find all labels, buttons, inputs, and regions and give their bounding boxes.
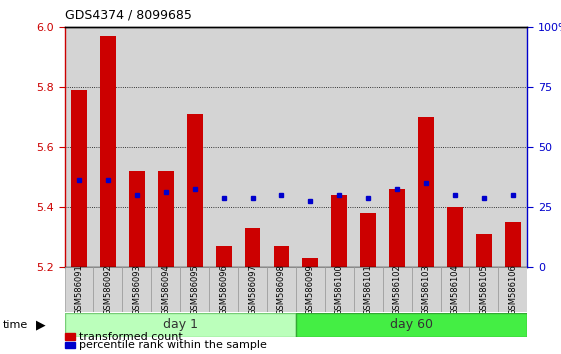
Bar (274, 246, 289, 267)
Bar (65, 313, 296, 337)
Bar (498, 267, 527, 312)
Bar (505, 222, 521, 267)
Bar (180, 27, 209, 267)
Bar (325, 267, 354, 312)
Bar (180, 267, 209, 312)
Text: ▶: ▶ (35, 319, 45, 331)
Bar (440, 27, 470, 267)
Bar (440, 267, 470, 312)
Bar (94, 267, 122, 312)
Text: percentile rank within the sample: percentile rank within the sample (79, 340, 266, 350)
Bar (354, 267, 383, 312)
Text: GSM586105: GSM586105 (480, 264, 489, 315)
Text: GSM586092: GSM586092 (103, 264, 112, 315)
Bar (65, 27, 94, 267)
Bar (498, 27, 527, 267)
Text: GSM586094: GSM586094 (161, 264, 170, 315)
Bar (476, 234, 492, 267)
Bar (151, 27, 180, 267)
Text: time: time (3, 320, 28, 330)
Text: GSM586101: GSM586101 (364, 264, 373, 315)
Bar (325, 27, 354, 267)
Bar (187, 114, 203, 267)
Bar (158, 171, 174, 267)
Bar (238, 27, 267, 267)
Bar (94, 27, 122, 267)
Bar (71, 90, 87, 267)
Bar (245, 228, 260, 267)
Bar (296, 313, 527, 337)
Bar (267, 267, 296, 312)
Bar (470, 27, 498, 267)
Text: transformed count: transformed count (79, 332, 182, 342)
Text: GSM586098: GSM586098 (277, 264, 286, 315)
Bar (122, 27, 151, 267)
Bar (412, 267, 440, 312)
Bar (100, 36, 116, 267)
Bar (389, 189, 405, 267)
Bar (267, 27, 296, 267)
Text: GSM586097: GSM586097 (248, 264, 257, 315)
Text: GSM586102: GSM586102 (393, 264, 402, 315)
Text: GSM586093: GSM586093 (132, 264, 141, 315)
Text: GSM586106: GSM586106 (508, 264, 517, 315)
Text: GSM586100: GSM586100 (335, 264, 344, 315)
Bar (296, 267, 325, 312)
Bar (383, 27, 412, 267)
Bar (209, 267, 238, 312)
Bar (470, 267, 498, 312)
Text: GDS4374 / 8099685: GDS4374 / 8099685 (65, 9, 191, 22)
Bar (412, 27, 440, 267)
Text: day 1: day 1 (163, 319, 197, 331)
Text: GSM586099: GSM586099 (306, 264, 315, 315)
Bar (122, 267, 151, 312)
Text: GSM586104: GSM586104 (450, 264, 459, 315)
Bar (238, 267, 267, 312)
Bar (447, 207, 463, 267)
Text: GSM586103: GSM586103 (422, 264, 431, 315)
Text: GSM586096: GSM586096 (219, 264, 228, 315)
Text: GSM586091: GSM586091 (75, 264, 84, 315)
Bar (296, 27, 325, 267)
Bar (65, 267, 94, 312)
Bar (302, 258, 318, 267)
Bar (151, 267, 180, 312)
Bar (383, 267, 412, 312)
Bar (418, 117, 434, 267)
Bar (332, 195, 347, 267)
Text: GSM586095: GSM586095 (190, 264, 199, 315)
Bar (209, 27, 238, 267)
Bar (360, 213, 376, 267)
Bar (215, 246, 232, 267)
Text: day 60: day 60 (390, 319, 433, 331)
Bar (354, 27, 383, 267)
Bar (129, 171, 145, 267)
